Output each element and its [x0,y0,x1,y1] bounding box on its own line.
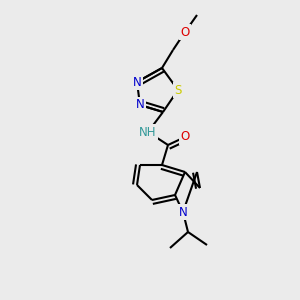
Text: N: N [136,98,144,112]
Text: N: N [178,206,188,218]
Text: O: O [180,130,190,143]
Text: O: O [180,26,190,38]
Text: NH: NH [139,125,157,139]
Text: N: N [133,76,141,88]
Text: S: S [174,83,182,97]
